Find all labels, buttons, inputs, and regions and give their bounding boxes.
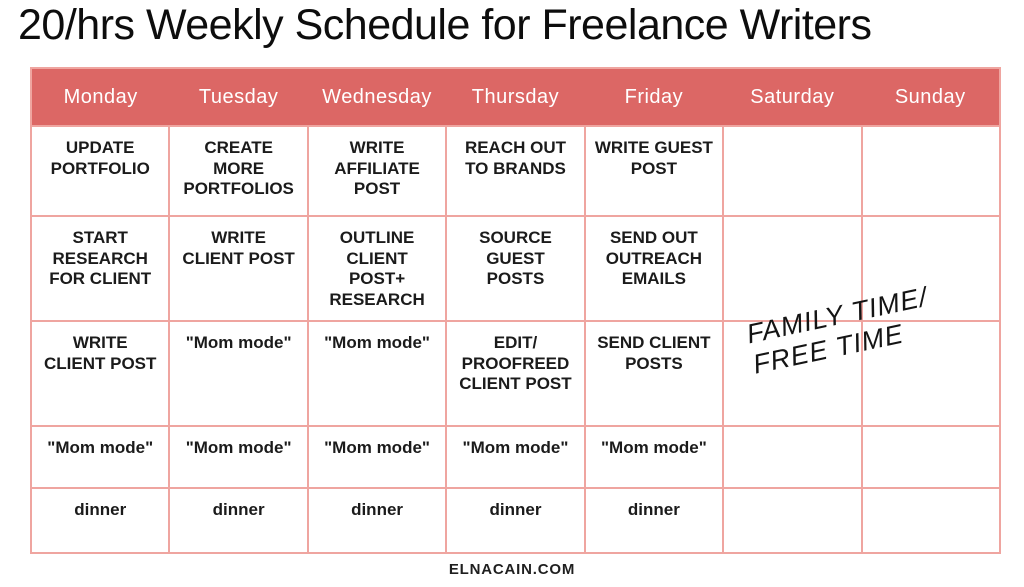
schedule-cell	[722, 487, 863, 554]
schedule-cell	[722, 320, 863, 427]
schedule-cell: "Mom mode"	[306, 320, 448, 427]
schedule-cell: WRITE CLIENT POST	[29, 320, 171, 427]
day-header-monday: Monday	[31, 68, 170, 126]
day-header-thursday: Thursday	[446, 68, 585, 126]
schedule-cell: dinner	[168, 487, 309, 554]
schedule-cell: OUTLINE CLIENT POST+ RESEARCH	[306, 215, 448, 322]
schedule-cell	[722, 215, 863, 322]
schedule-cell: WRITE AFFILIATE POST	[306, 125, 448, 217]
schedule-cell	[860, 425, 1002, 489]
schedule-cell: "Mom mode"	[29, 425, 171, 489]
table-row: UPDATE PORTFOLIO CREATE MORE PORTFOLIOS …	[29, 125, 1002, 217]
schedule-cell: UPDATE PORTFOLIO	[29, 125, 171, 217]
table-row: START RESEARCH FOR CLIENT WRITE CLIENT P…	[29, 215, 1002, 322]
schedule-cell: START RESEARCH FOR CLIENT	[29, 215, 171, 322]
day-header-sunday: Sunday	[861, 68, 1000, 126]
schedule-cell: WRITE CLIENT POST	[168, 215, 309, 322]
schedule-cell: WRITE GUEST POST	[583, 125, 725, 217]
schedule-cell	[860, 320, 1002, 427]
schedule-cell	[722, 425, 863, 489]
schedule-cell: EDIT/ PROOFREED CLIENT POST	[445, 320, 586, 427]
schedule-cell	[860, 487, 1002, 554]
day-header-row: Monday Tuesday Wednesday Thursday Friday…	[31, 68, 1000, 126]
schedule-cell: SEND OUT OUTREACH EMAILS	[583, 215, 725, 322]
schedule-cell: "Mom mode"	[168, 425, 309, 489]
day-header-friday: Friday	[584, 68, 724, 126]
page-title: 20/hrs Weekly Schedule for Freelance Wri…	[18, 1, 872, 49]
schedule-cell: "Mom mode"	[445, 425, 586, 489]
table-row: WRITE CLIENT POST "Mom mode" "Mom mode" …	[29, 320, 1002, 427]
site-credit: ELNACAIN.COM	[448, 561, 576, 578]
schedule-cell	[860, 125, 1002, 217]
schedule-cell: "Mom mode"	[306, 425, 448, 489]
day-header-saturday: Saturday	[723, 68, 862, 126]
schedule-cell: "Mom mode"	[168, 320, 309, 427]
schedule-cell: dinner	[29, 487, 171, 554]
day-header-wednesday: Wednesday	[307, 68, 447, 126]
schedule-cell: CREATE MORE PORTFOLIOS	[168, 125, 309, 217]
schedule-cell	[860, 215, 1002, 322]
schedule-cell: dinner	[306, 487, 448, 554]
schedule-cell: "Mom mode"	[583, 425, 725, 489]
schedule-cell: SEND CLIENT POSTS	[583, 320, 725, 427]
schedule-table: Monday Tuesday Wednesday Thursday Friday…	[29, 67, 1002, 554]
schedule-cell: SOURCE GUEST POSTS	[445, 215, 586, 322]
schedule-cell: dinner	[583, 487, 725, 554]
schedule-cell: REACH OUT TO BRANDS	[445, 125, 586, 217]
schedule-cell: dinner	[445, 487, 586, 554]
table-row: dinner dinner dinner dinner dinner	[29, 487, 1002, 554]
schedule-cell	[722, 125, 863, 217]
day-header-tuesday: Tuesday	[169, 68, 308, 126]
table-row: "Mom mode" "Mom mode" "Mom mode" "Mom mo…	[29, 425, 1002, 489]
